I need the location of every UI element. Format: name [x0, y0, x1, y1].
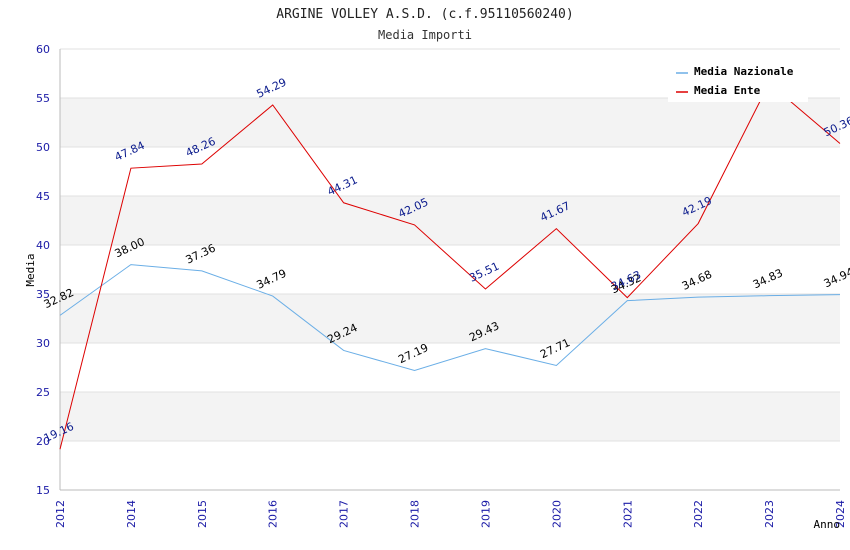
y-tick-label: 15 — [36, 484, 50, 497]
legend-box — [668, 56, 808, 102]
series-line-nazionale — [59, 264, 841, 372]
data-label: 34.79 — [255, 267, 289, 292]
grid-lines — [60, 48, 840, 491]
legend: Media Nazionale Media Ente — [668, 56, 808, 102]
data-label: 34.83 — [751, 266, 785, 291]
x-tick-label: 2023 — [763, 500, 776, 528]
chart-subtitle: Media Importi — [378, 28, 472, 42]
grid-band — [60, 294, 840, 343]
y-tick-label: 55 — [36, 92, 50, 105]
series-line-ente — [59, 82, 841, 450]
data-label: 54.29 — [255, 76, 289, 101]
x-tick-labels: 2012 2014 2015 2016 2017 2018 2019 2020 2021 2022… — [54, 500, 847, 528]
x-tick-label: 2018 — [409, 500, 422, 528]
y-tick-label: 25 — [36, 386, 50, 399]
data-label: 27.19 — [396, 341, 430, 366]
data-label: 44.31 — [325, 173, 359, 198]
x-axis-label: Anno — [814, 518, 841, 531]
x-tick-label: 2015 — [196, 500, 209, 528]
y-tick-labels: 15 20 25 30 35 40 45 50 55 60 — [36, 43, 50, 497]
legend-label-ente: Media Ente — [694, 84, 761, 97]
data-label: 34.68 — [680, 268, 714, 293]
x-tick-label: 2019 — [479, 500, 492, 528]
x-tick-label: 2017 — [338, 500, 351, 528]
x-tick-label: 2020 — [550, 500, 563, 528]
y-axis-label: Media — [24, 253, 37, 286]
x-tick-label: 2024 — [834, 500, 847, 528]
grid-band — [60, 392, 840, 441]
y-tick-label: 20 — [36, 435, 50, 448]
chart-title: ARGINE VOLLEY A.S.D. (c.f.95110560240) — [276, 7, 573, 22]
data-label: 35.51 — [467, 260, 501, 285]
y-tick-label: 35 — [36, 288, 50, 301]
grid-band — [60, 98, 840, 147]
data-label: 34.94 — [822, 265, 850, 290]
y-tick-label: 45 — [36, 190, 50, 203]
y-tick-label: 30 — [36, 337, 50, 350]
x-tick-label: 2016 — [267, 500, 280, 528]
x-tick-label: 2022 — [692, 500, 705, 528]
x-tick-label: 2021 — [621, 500, 634, 528]
x-tick-label: 2014 — [125, 500, 138, 528]
series-lines — [59, 82, 841, 450]
grid-band — [60, 196, 840, 245]
y-tick-label: 60 — [36, 43, 50, 56]
x-tick-label: 2012 — [54, 500, 67, 528]
legend-label-nazionale: Media Nazionale — [694, 65, 794, 78]
grid-bands — [60, 98, 840, 441]
y-tick-label: 40 — [36, 239, 50, 252]
y-tick-label: 50 — [36, 141, 50, 154]
